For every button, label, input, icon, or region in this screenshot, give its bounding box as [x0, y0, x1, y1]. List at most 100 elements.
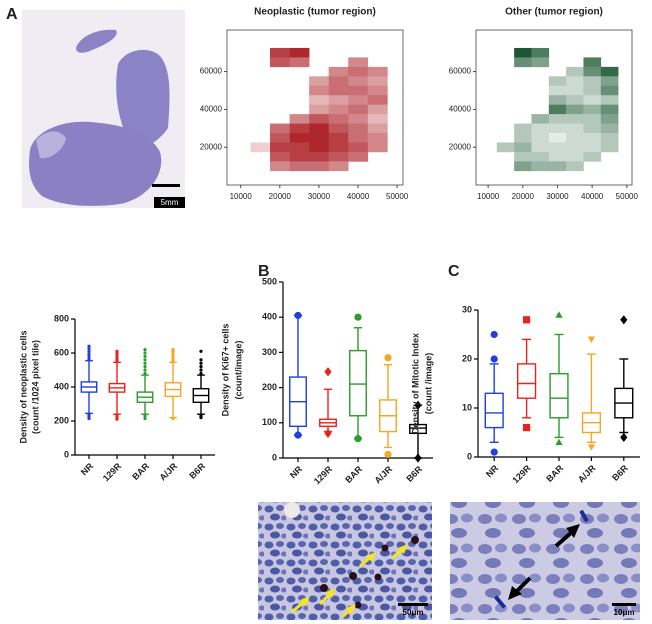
- heatmap-cell: [583, 133, 602, 143]
- x-tick-label: 129R: [101, 461, 124, 484]
- point: [143, 365, 147, 369]
- heatmap-cell: [583, 151, 602, 162]
- heatmap-cell: [289, 114, 310, 124]
- x-tick-label: 30000: [308, 192, 331, 201]
- heatmap-cell: [348, 66, 369, 77]
- x-tick-label: A/JR: [158, 461, 180, 483]
- heatmap-cell: [328, 123, 349, 134]
- point: [171, 352, 175, 356]
- heatmap-cell: [600, 85, 619, 96]
- y-tick-label: 40000: [449, 104, 472, 113]
- heatmap-cell: [548, 133, 567, 143]
- heatmap-cell: [348, 133, 369, 143]
- heatmap-cell: [600, 133, 619, 143]
- heatmap-cell: [566, 95, 584, 105]
- y-tick-label: 20000: [449, 142, 472, 151]
- point: [87, 347, 91, 351]
- heatmap-cell: [367, 133, 388, 143]
- heatmap-cell: [309, 104, 329, 115]
- heatmap-cell: [514, 47, 532, 58]
- x-tick-label: NR: [288, 464, 305, 481]
- heatmap-cell: [328, 142, 349, 153]
- heatmap-cell: [583, 85, 602, 96]
- y-tick-label: 200: [54, 415, 69, 425]
- x-tick-label: NR: [484, 463, 501, 480]
- point: [199, 416, 203, 420]
- point: [143, 361, 147, 365]
- heatmap-cell: [289, 123, 310, 134]
- y-tick-label: 800: [54, 313, 69, 323]
- heatmap-cell: [289, 161, 310, 172]
- y-tick-label: 400: [54, 381, 69, 391]
- point: [324, 428, 332, 438]
- y-tick-label: 40000: [200, 104, 223, 113]
- axes-frame: [475, 29, 633, 186]
- x-tick-label: BAR: [544, 463, 565, 484]
- heatmap-cell: [328, 66, 349, 77]
- box: [484, 392, 504, 429]
- heatmap-cell: [514, 57, 532, 68]
- heatmap-cell: [600, 104, 619, 115]
- heatmap-cell: [566, 66, 584, 77]
- heatmap-cell: [309, 95, 329, 105]
- heatmap-cell: [548, 95, 567, 105]
- point: [143, 368, 147, 372]
- heatmap-cell: [270, 151, 290, 162]
- heatmap-cell: [289, 142, 310, 153]
- point: [115, 349, 119, 353]
- y-tick-label: 200: [262, 382, 277, 392]
- x-tick-label: B6R: [404, 464, 424, 484]
- heatmap-cell: [566, 151, 584, 162]
- x-tick-label: A/JR: [373, 464, 395, 486]
- heatmap-cell: [531, 151, 550, 162]
- heatmap-cell: [328, 151, 349, 162]
- heatmap-cell: [289, 57, 310, 68]
- heatmap-cell: [309, 85, 329, 96]
- heatmap-cell: [348, 142, 369, 153]
- point: [143, 414, 147, 418]
- x-tick-label: BAR: [130, 461, 151, 482]
- heatmap-cell: [566, 85, 584, 96]
- heatmap-cell: [531, 57, 550, 68]
- heatmap-cell: [548, 161, 567, 172]
- y-tick-label: 60000: [449, 67, 472, 76]
- heatmap-cell: [600, 66, 619, 77]
- heatmap-cell: [328, 133, 349, 143]
- box: [349, 349, 367, 417]
- y-tick-label: 400: [262, 312, 277, 322]
- heatmap-cell: [367, 66, 388, 77]
- point: [171, 354, 175, 358]
- x-tick-label: 40000: [581, 192, 604, 201]
- heatmap-cell: [548, 85, 567, 96]
- heatmap-cell: [367, 114, 388, 124]
- y-tick-label: 0: [64, 449, 69, 459]
- point: [354, 435, 362, 443]
- point: [87, 416, 91, 421]
- heatmap-cell: [328, 114, 349, 124]
- point: [324, 367, 332, 377]
- scale-label: 10μm: [614, 608, 635, 617]
- heatmap-cell: [548, 76, 567, 87]
- point: [87, 352, 91, 356]
- point: [490, 355, 498, 363]
- heatmap-cell: [309, 114, 329, 124]
- heatmap-cell: [309, 151, 329, 162]
- heatmap-cell: [548, 123, 567, 134]
- heatmap-cell: [566, 133, 584, 143]
- x-tick-label: B6R: [187, 461, 207, 481]
- axes-frame: [226, 29, 404, 186]
- heatmap-cell: [328, 95, 349, 105]
- heatmap-cell: [600, 142, 619, 153]
- heatmap-cell: [514, 123, 532, 134]
- box: [409, 423, 427, 435]
- x-tick-label: 20000: [512, 192, 535, 201]
- heatmap-cell: [270, 57, 290, 68]
- panel-label: B: [258, 263, 270, 280]
- y-axis-label: Density of Mitotic Index: [410, 333, 420, 434]
- heatmap-cell: [348, 95, 369, 105]
- heatmap-cell: [367, 85, 388, 96]
- heatmap-cell: [583, 104, 602, 115]
- y-axis-label: (count /image): [423, 353, 433, 415]
- x-tick-label: BAR: [343, 464, 364, 485]
- y-axis-label: (count/image): [233, 340, 243, 399]
